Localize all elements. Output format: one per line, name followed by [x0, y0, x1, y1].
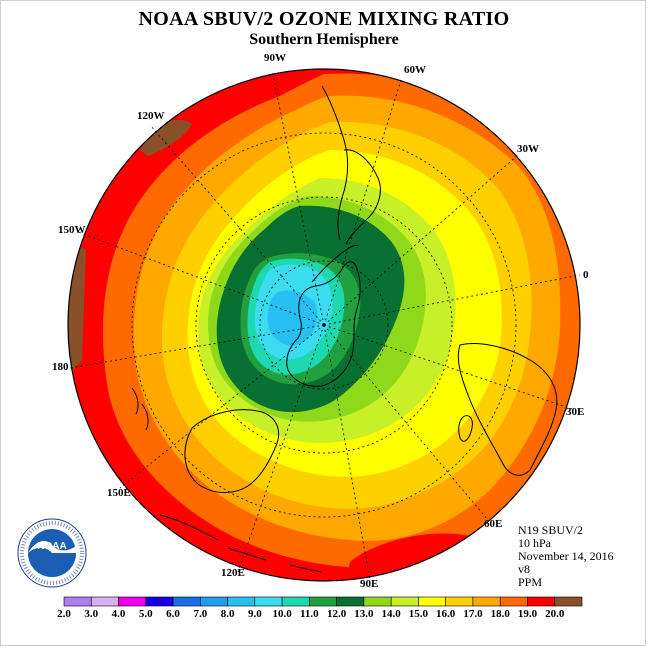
indonesia-coastline — [159, 514, 323, 573]
lon-label-120E: 120E — [221, 567, 245, 579]
colorbar-tick-label: 3.0 — [84, 608, 99, 620]
lon-label-180: 180 — [52, 361, 69, 373]
africa-coastline — [457, 342, 558, 476]
colorbar-tick-label: 6.0 — [166, 608, 180, 620]
colorbar-tick-label: 5.0 — [138, 608, 153, 620]
colorbar-swatch — [118, 596, 147, 607]
colorbar-tick-label: 19.0 — [517, 608, 538, 620]
colorbar-tick-label: 13.0 — [354, 608, 374, 620]
colorbar-tick-label: 9.0 — [247, 608, 262, 620]
colorbar-labels: 2.0 3.0 4.0 5.0 6.0 7.0 8.0 9.0 10.0 11.0 12.0 13.0… — [0, 608, 648, 622]
colorbar-tick-label: 12.0 — [327, 608, 347, 620]
lon-label-90E: 90E — [360, 578, 378, 590]
colorbar-swatch — [499, 596, 528, 607]
colorbar-swatch — [90, 596, 119, 607]
longitude-labels: 90W 60W 120W 30W 150W 0 180 30E 150E 60E… — [52, 52, 589, 590]
lon-label-60E: 60E — [484, 518, 502, 530]
colorbar-tick-label: 8.0 — [220, 608, 235, 620]
colorbar-swatch — [363, 596, 392, 607]
colorbar-swatch — [554, 596, 583, 607]
colorbar-tick-label: 14.0 — [381, 608, 401, 620]
colorbar-tick-label: 20.0 — [545, 608, 565, 620]
lon-label-60W: 60W — [404, 64, 426, 76]
map-title: NOAA SBUV/2 OZONE MIXING RATIO — [138, 8, 510, 30]
colorbar-tick-label: 10.0 — [272, 608, 292, 620]
colorbar-tick-label: 15.0 — [408, 608, 429, 620]
south-america-coastline — [321, 85, 381, 245]
map-subtitle: Southern Hemisphere — [249, 31, 399, 48]
colorbar-swatch — [336, 596, 365, 607]
colorbar-swatch — [472, 596, 501, 607]
lon-label-150W: 150W — [58, 224, 86, 236]
info-version: v8 — [518, 562, 530, 576]
info-pressure: 10 hPa — [518, 536, 551, 550]
colorbar-swatch — [418, 596, 446, 607]
band-19-20-120W — [140, 119, 192, 156]
colorbar-tick-label: 16.0 — [436, 608, 456, 620]
colorbar-swatch — [390, 596, 419, 607]
colorbar-tick-label: 17.0 — [463, 608, 483, 620]
lon-label-120W: 120W — [137, 110, 165, 122]
antarctic-peninsula-coastline — [311, 244, 359, 283]
antarctica-coastline — [286, 261, 361, 387]
lon-label-150E: 150E — [107, 487, 131, 499]
australia-coastline — [184, 409, 280, 493]
lon-label-30W: 30W — [517, 143, 539, 155]
colorbar-swatch — [309, 596, 337, 607]
colorbar-swatch — [145, 596, 174, 607]
colorbar-swatch — [227, 596, 256, 607]
lon-label-90W: 90W — [264, 52, 286, 64]
colorbar-swatch — [254, 596, 283, 607]
colorbar-tick-label: 11.0 — [300, 608, 319, 620]
noaa-logo: NOAA — [17, 518, 87, 588]
colorbar — [63, 596, 583, 607]
colorbar-swatch — [445, 596, 474, 607]
info-block: N19 SBUV/2 10 hPa November 14, 2016 v8 P… — [518, 524, 614, 589]
colorbar-tick-label: 2.0 — [57, 608, 71, 620]
coastlines — [131, 85, 558, 573]
lon-label-0: 0 — [583, 269, 589, 281]
colorbar-tick-label: 18.0 — [490, 608, 510, 620]
map-boundary — [67, 68, 581, 582]
colorbar-swatch — [63, 596, 92, 607]
colorbar-swatch — [172, 596, 201, 607]
lon-label-30E: 30E — [566, 406, 584, 418]
colorbar-tick-label: 4.0 — [111, 608, 126, 620]
colorbar-swatch — [200, 596, 228, 607]
info-date: November 14, 2016 — [518, 549, 614, 563]
info-units: PPM — [518, 575, 543, 589]
noaa-logo-text: NOAA — [37, 541, 66, 552]
colorbar-swatch — [281, 596, 310, 607]
madagascar-coastline — [458, 415, 473, 442]
info-satellite: N19 SBUV/2 — [518, 523, 584, 537]
colorbar-tick-label: 7.0 — [193, 608, 208, 620]
colorbar-swatch — [527, 596, 556, 607]
band-7-8 — [267, 290, 318, 346]
graticule — [69, 69, 581, 581]
new-zealand-coastline — [131, 387, 149, 431]
